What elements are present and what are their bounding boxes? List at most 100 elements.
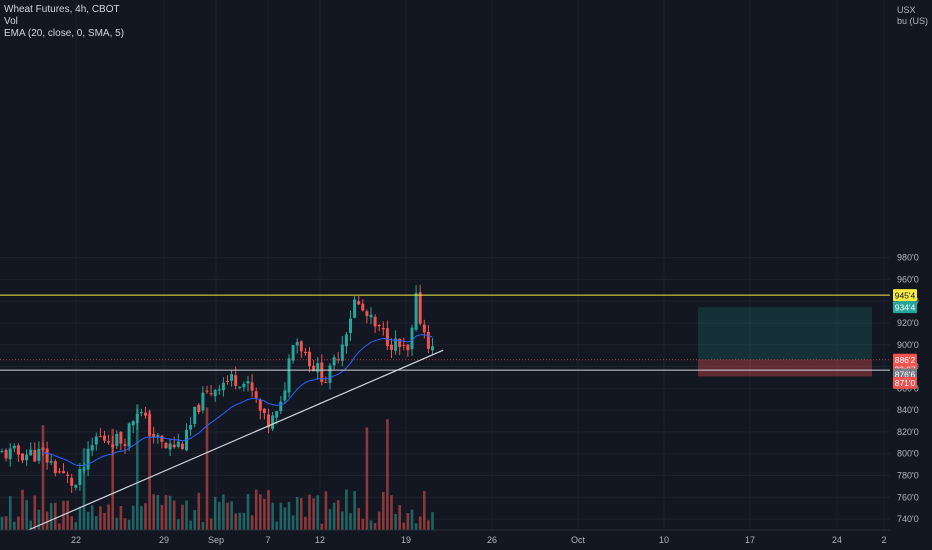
candle-body	[377, 325, 381, 327]
volume-bar	[86, 511, 90, 530]
candle-body	[381, 328, 385, 330]
volume-bar	[70, 516, 73, 530]
candle-body	[201, 392, 205, 411]
price-tick-label: 740'0	[897, 514, 919, 524]
volume-bar	[300, 498, 303, 530]
candle	[66, 471, 70, 484]
candle-body	[135, 413, 139, 424]
volume-indicator-label[interactable]: Vol	[4, 16, 18, 27]
volume-bar	[185, 500, 188, 530]
candle	[361, 299, 365, 312]
volume-bar	[320, 523, 324, 530]
candle-body	[53, 461, 57, 474]
candle	[45, 441, 49, 470]
time-tick-label: 26	[487, 535, 497, 545]
candle-body	[131, 421, 135, 426]
stop-zone	[698, 359, 872, 377]
time-tick-label: 17	[745, 535, 755, 545]
candle-body	[197, 404, 201, 413]
candle	[287, 354, 291, 398]
candle	[70, 473, 74, 494]
target-price-tag-bg	[893, 301, 917, 314]
volume-bar	[226, 502, 229, 530]
candle-body	[107, 441, 111, 443]
candle-body	[29, 449, 33, 456]
price-tick-label: 840'0	[897, 405, 919, 415]
candle	[135, 408, 139, 431]
volume-bar	[382, 491, 385, 530]
volume-bar	[431, 512, 434, 530]
volume-bar	[115, 517, 119, 530]
volume-bar	[304, 516, 307, 530]
candle	[148, 409, 152, 438]
candle	[418, 284, 422, 326]
candle-body	[103, 435, 106, 441]
candle-body	[230, 374, 234, 381]
candle-body	[8, 448, 12, 460]
candle-body	[119, 431, 123, 444]
candle-body	[98, 436, 102, 438]
volume-bar	[283, 507, 287, 530]
candle-body	[172, 444, 176, 448]
candle	[180, 441, 184, 450]
price-tick-label: 820'0	[897, 427, 919, 437]
candle	[324, 376, 328, 384]
volume-bar	[209, 518, 213, 530]
candle-body	[152, 433, 156, 438]
ema-indicator-label[interactable]: EMA (20, close, 0, SMA, 5)	[4, 28, 125, 39]
symbol-title[interactable]: Wheat Futures, 4h, CBOT	[4, 4, 120, 15]
candle	[21, 453, 24, 464]
candle	[29, 442, 33, 456]
candle-body	[4, 449, 8, 459]
price-tick-label: 760'0	[897, 492, 919, 502]
volume-bar	[99, 506, 102, 530]
volume-bar	[78, 506, 82, 530]
volume-bar	[103, 512, 106, 530]
volume-bar	[316, 495, 319, 530]
candle	[4, 448, 8, 462]
volume-bar	[324, 491, 328, 530]
candle	[262, 408, 266, 420]
volume-bar	[410, 509, 414, 530]
volume-bar	[250, 515, 254, 530]
candle	[139, 408, 143, 417]
candle	[267, 408, 270, 434]
candle-body	[12, 445, 16, 449]
candle-body	[189, 425, 193, 430]
candle	[303, 347, 307, 356]
time-tick-label: Oct	[571, 535, 586, 545]
target-price-tag-label: 934'4	[895, 302, 916, 312]
candle	[131, 419, 135, 434]
candle-body	[180, 443, 184, 450]
candle-body	[86, 448, 90, 470]
candle-body	[115, 433, 119, 446]
candle-body	[414, 293, 418, 330]
volume-bar	[107, 504, 110, 530]
price-tick-label: 960'0	[897, 274, 919, 284]
volume-bar	[4, 516, 8, 530]
candle-body	[406, 344, 410, 351]
target-zone	[698, 307, 872, 360]
candle	[316, 357, 320, 380]
candle	[0, 448, 4, 453]
candle	[246, 375, 250, 392]
volume-bar	[156, 495, 160, 530]
candle-body	[373, 316, 377, 327]
volume-bar	[111, 428, 114, 530]
candle-body	[422, 324, 426, 333]
volume-bar	[8, 496, 12, 530]
candle-body	[37, 448, 41, 461]
candle	[119, 431, 123, 451]
candle	[299, 340, 303, 358]
candle-body	[336, 359, 340, 361]
candle	[82, 462, 86, 475]
candle	[152, 426, 156, 444]
trendline	[28, 349, 444, 531]
time-axis-background	[0, 530, 890, 550]
stop-price-tag-label: 871'0	[895, 378, 916, 388]
candle-body	[254, 391, 258, 398]
candle	[226, 375, 229, 385]
candle-body	[312, 365, 316, 372]
